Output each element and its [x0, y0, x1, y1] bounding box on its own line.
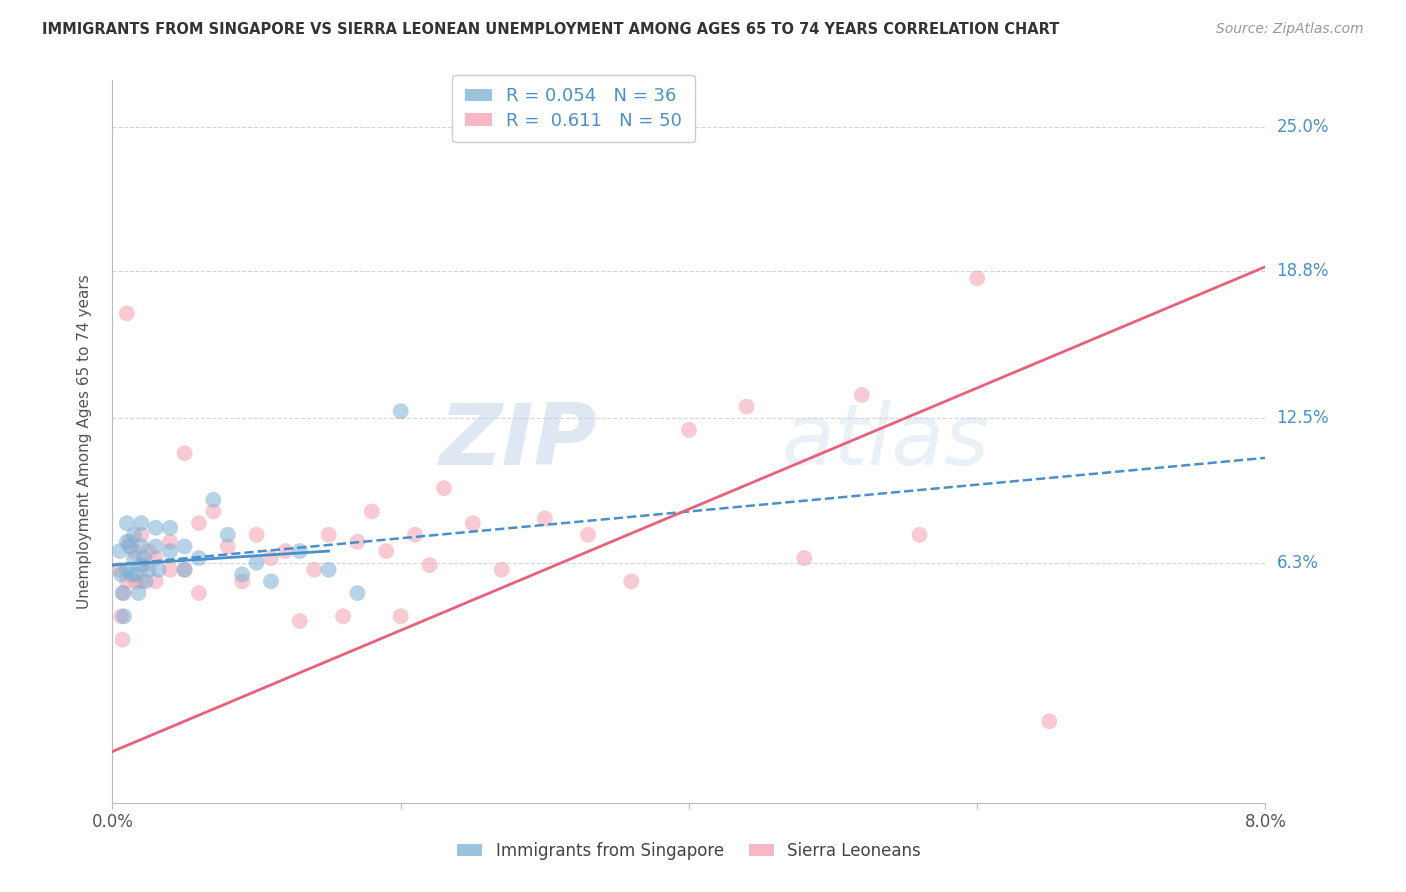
Point — [115, 306, 138, 320]
Point — [433, 481, 456, 495]
Point — [159, 521, 181, 535]
Point — [111, 632, 134, 647]
Point — [346, 534, 368, 549]
Point — [246, 528, 269, 542]
Text: IMMIGRANTS FROM SINGAPORE VS SIERRA LEONEAN UNEMPLOYMENT AMONG AGES 65 TO 74 YEA: IMMIGRANTS FROM SINGAPORE VS SIERRA LEON… — [42, 22, 1060, 37]
Point — [188, 551, 211, 566]
Point — [304, 563, 326, 577]
Point — [188, 516, 211, 530]
Point — [159, 534, 181, 549]
Text: 12.5%: 12.5% — [1277, 409, 1329, 427]
Point — [138, 544, 160, 558]
Point — [332, 609, 354, 624]
Point — [118, 540, 141, 554]
Point — [202, 504, 225, 518]
Point — [202, 492, 225, 507]
Point — [1038, 714, 1060, 729]
Point — [120, 567, 142, 582]
Legend: Immigrants from Singapore, Sierra Leoneans: Immigrants from Singapore, Sierra Leonea… — [450, 836, 928, 867]
Text: Source: ZipAtlas.com: Source: ZipAtlas.com — [1216, 22, 1364, 37]
Point — [346, 586, 368, 600]
Point — [461, 516, 484, 530]
Point — [620, 574, 643, 589]
Point — [127, 586, 149, 600]
Point — [159, 544, 181, 558]
Point — [129, 516, 153, 530]
Point — [145, 574, 167, 589]
Point — [115, 534, 138, 549]
Point — [389, 404, 412, 418]
Point — [129, 540, 153, 554]
Point — [404, 528, 426, 542]
Point — [735, 400, 758, 414]
Point — [135, 574, 157, 589]
Point — [173, 563, 195, 577]
Point — [908, 528, 931, 542]
Point — [118, 534, 141, 549]
Point — [491, 563, 513, 577]
Point — [419, 558, 441, 572]
Text: ZIP: ZIP — [439, 400, 596, 483]
Point — [231, 574, 253, 589]
Point — [851, 388, 873, 402]
Point — [288, 544, 311, 558]
Point — [173, 563, 195, 577]
Point — [318, 563, 340, 577]
Point — [108, 544, 131, 558]
Point — [260, 551, 283, 566]
Y-axis label: Unemployment Among Ages 65 to 74 years: Unemployment Among Ages 65 to 74 years — [77, 274, 91, 609]
Point — [115, 574, 138, 589]
Point — [260, 574, 283, 589]
Point — [115, 516, 138, 530]
Point — [173, 446, 195, 460]
Point — [145, 551, 167, 566]
Point — [678, 423, 700, 437]
Point — [274, 544, 297, 558]
Point — [122, 544, 145, 558]
Point — [122, 551, 145, 566]
Point — [129, 528, 153, 542]
Point — [389, 609, 412, 624]
Point — [124, 574, 146, 589]
Point — [159, 563, 181, 577]
Point — [231, 567, 253, 582]
Point — [533, 511, 555, 525]
Point — [129, 574, 153, 589]
Point — [110, 567, 132, 582]
Text: 6.3%: 6.3% — [1277, 554, 1319, 572]
Point — [124, 567, 146, 582]
Point — [110, 609, 132, 624]
Point — [318, 528, 340, 542]
Text: atlas: atlas — [782, 400, 990, 483]
Point — [148, 563, 170, 577]
Point — [145, 540, 167, 554]
Point — [217, 540, 239, 554]
Point — [111, 586, 134, 600]
Point — [173, 540, 195, 554]
Point — [360, 504, 382, 518]
Point — [112, 609, 135, 624]
Point — [134, 551, 156, 566]
Point — [217, 528, 239, 542]
Point — [138, 563, 160, 577]
Point — [134, 558, 156, 572]
Point — [115, 563, 138, 577]
Point — [966, 271, 988, 285]
Point — [122, 528, 145, 542]
Point — [145, 521, 167, 535]
Point — [246, 556, 269, 570]
Text: 18.8%: 18.8% — [1277, 262, 1329, 280]
Text: 25.0%: 25.0% — [1277, 118, 1329, 136]
Point — [576, 528, 599, 542]
Point — [288, 614, 311, 628]
Point — [112, 586, 135, 600]
Point — [108, 563, 131, 577]
Point — [129, 558, 153, 572]
Point — [375, 544, 398, 558]
Point — [793, 551, 815, 566]
Point — [188, 586, 211, 600]
